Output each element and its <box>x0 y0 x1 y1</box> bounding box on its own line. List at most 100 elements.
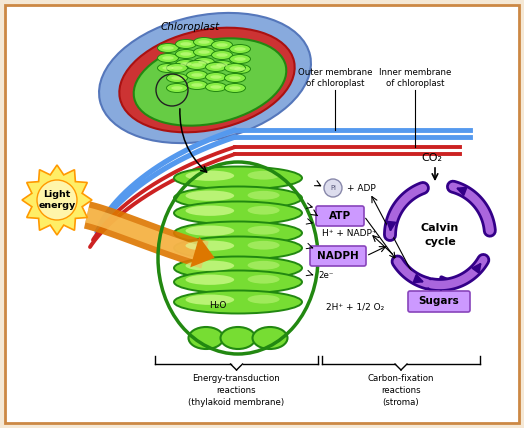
Ellipse shape <box>189 327 224 349</box>
Ellipse shape <box>185 190 234 201</box>
Ellipse shape <box>162 66 174 70</box>
Text: + ADP: + ADP <box>347 184 376 193</box>
Ellipse shape <box>174 202 302 225</box>
Ellipse shape <box>193 57 214 66</box>
Ellipse shape <box>248 171 280 180</box>
Ellipse shape <box>216 63 228 67</box>
Ellipse shape <box>191 63 203 67</box>
Ellipse shape <box>224 63 246 72</box>
Text: Energy-transduction
reactions
(thylakoid membrane): Energy-transduction reactions (thylakoid… <box>188 374 284 407</box>
Ellipse shape <box>191 73 203 77</box>
Ellipse shape <box>174 166 302 190</box>
Ellipse shape <box>162 46 174 50</box>
Ellipse shape <box>185 274 234 285</box>
Ellipse shape <box>171 76 183 80</box>
Ellipse shape <box>234 67 246 71</box>
Text: Inner membrane
of chloroplast: Inner membrane of chloroplast <box>379 68 451 88</box>
Text: 2H⁺ + 1/2 O₂: 2H⁺ + 1/2 O₂ <box>326 303 384 312</box>
Ellipse shape <box>158 44 179 53</box>
Ellipse shape <box>205 83 226 92</box>
Ellipse shape <box>234 47 246 51</box>
Ellipse shape <box>198 50 210 54</box>
FancyBboxPatch shape <box>408 291 470 312</box>
Ellipse shape <box>158 54 179 62</box>
Circle shape <box>324 179 342 197</box>
Ellipse shape <box>176 59 196 68</box>
Ellipse shape <box>171 66 183 70</box>
Ellipse shape <box>229 86 241 90</box>
Ellipse shape <box>210 85 222 89</box>
Ellipse shape <box>212 60 233 69</box>
Ellipse shape <box>230 65 250 74</box>
Ellipse shape <box>174 222 302 244</box>
Ellipse shape <box>205 72 226 81</box>
Ellipse shape <box>185 241 234 251</box>
Text: NADPH: NADPH <box>317 251 359 261</box>
Ellipse shape <box>185 170 234 181</box>
Ellipse shape <box>216 53 228 57</box>
Text: Outer membrane
of chloroplast: Outer membrane of chloroplast <box>298 68 372 88</box>
Text: CO₂: CO₂ <box>421 153 442 163</box>
Ellipse shape <box>229 66 241 70</box>
Ellipse shape <box>205 62 226 71</box>
Text: ATP: ATP <box>329 211 351 221</box>
Ellipse shape <box>185 205 234 216</box>
Ellipse shape <box>174 270 302 294</box>
Ellipse shape <box>248 295 280 303</box>
Ellipse shape <box>193 48 214 56</box>
Ellipse shape <box>185 294 234 305</box>
Ellipse shape <box>248 275 280 284</box>
Ellipse shape <box>248 226 280 235</box>
Text: Sugars: Sugars <box>419 297 460 306</box>
Ellipse shape <box>234 57 246 61</box>
Ellipse shape <box>158 63 179 72</box>
Ellipse shape <box>248 241 280 250</box>
Ellipse shape <box>210 75 222 79</box>
Text: Light
energy: Light energy <box>38 190 75 210</box>
Ellipse shape <box>171 86 183 90</box>
Ellipse shape <box>230 45 250 54</box>
Ellipse shape <box>180 62 192 66</box>
Circle shape <box>388 183 492 287</box>
Text: Pi: Pi <box>330 185 336 191</box>
Ellipse shape <box>229 76 241 80</box>
FancyBboxPatch shape <box>310 246 366 266</box>
Ellipse shape <box>212 41 233 50</box>
Ellipse shape <box>167 63 188 72</box>
Text: Carbon-fixation
reactions
(stroma): Carbon-fixation reactions (stroma) <box>368 374 434 407</box>
Ellipse shape <box>221 327 256 349</box>
Ellipse shape <box>248 191 280 199</box>
Ellipse shape <box>180 42 192 46</box>
Ellipse shape <box>119 28 294 132</box>
Ellipse shape <box>198 60 210 64</box>
Circle shape <box>37 180 77 220</box>
Ellipse shape <box>176 50 196 59</box>
Ellipse shape <box>185 261 234 271</box>
Text: H⁺ + NADP⁺: H⁺ + NADP⁺ <box>322 229 377 238</box>
Text: Calvin
cycle: Calvin cycle <box>421 223 459 247</box>
Ellipse shape <box>193 38 214 47</box>
Ellipse shape <box>167 83 188 92</box>
Text: 2e⁻: 2e⁻ <box>318 270 333 279</box>
FancyBboxPatch shape <box>316 206 364 226</box>
Text: H₂O: H₂O <box>209 300 227 309</box>
Ellipse shape <box>248 261 280 270</box>
Polygon shape <box>22 165 92 235</box>
Ellipse shape <box>187 60 208 69</box>
Ellipse shape <box>167 74 188 83</box>
Ellipse shape <box>253 327 288 349</box>
Ellipse shape <box>180 52 192 56</box>
Ellipse shape <box>224 83 246 92</box>
Ellipse shape <box>210 65 222 69</box>
Ellipse shape <box>198 40 210 44</box>
Ellipse shape <box>187 71 208 80</box>
Ellipse shape <box>174 237 302 259</box>
Ellipse shape <box>99 13 311 143</box>
Ellipse shape <box>185 226 234 236</box>
Ellipse shape <box>174 291 302 313</box>
Ellipse shape <box>216 43 228 47</box>
Ellipse shape <box>174 187 302 209</box>
Text: Chloroplast: Chloroplast <box>161 22 220 32</box>
Ellipse shape <box>212 51 233 59</box>
Ellipse shape <box>187 80 208 89</box>
